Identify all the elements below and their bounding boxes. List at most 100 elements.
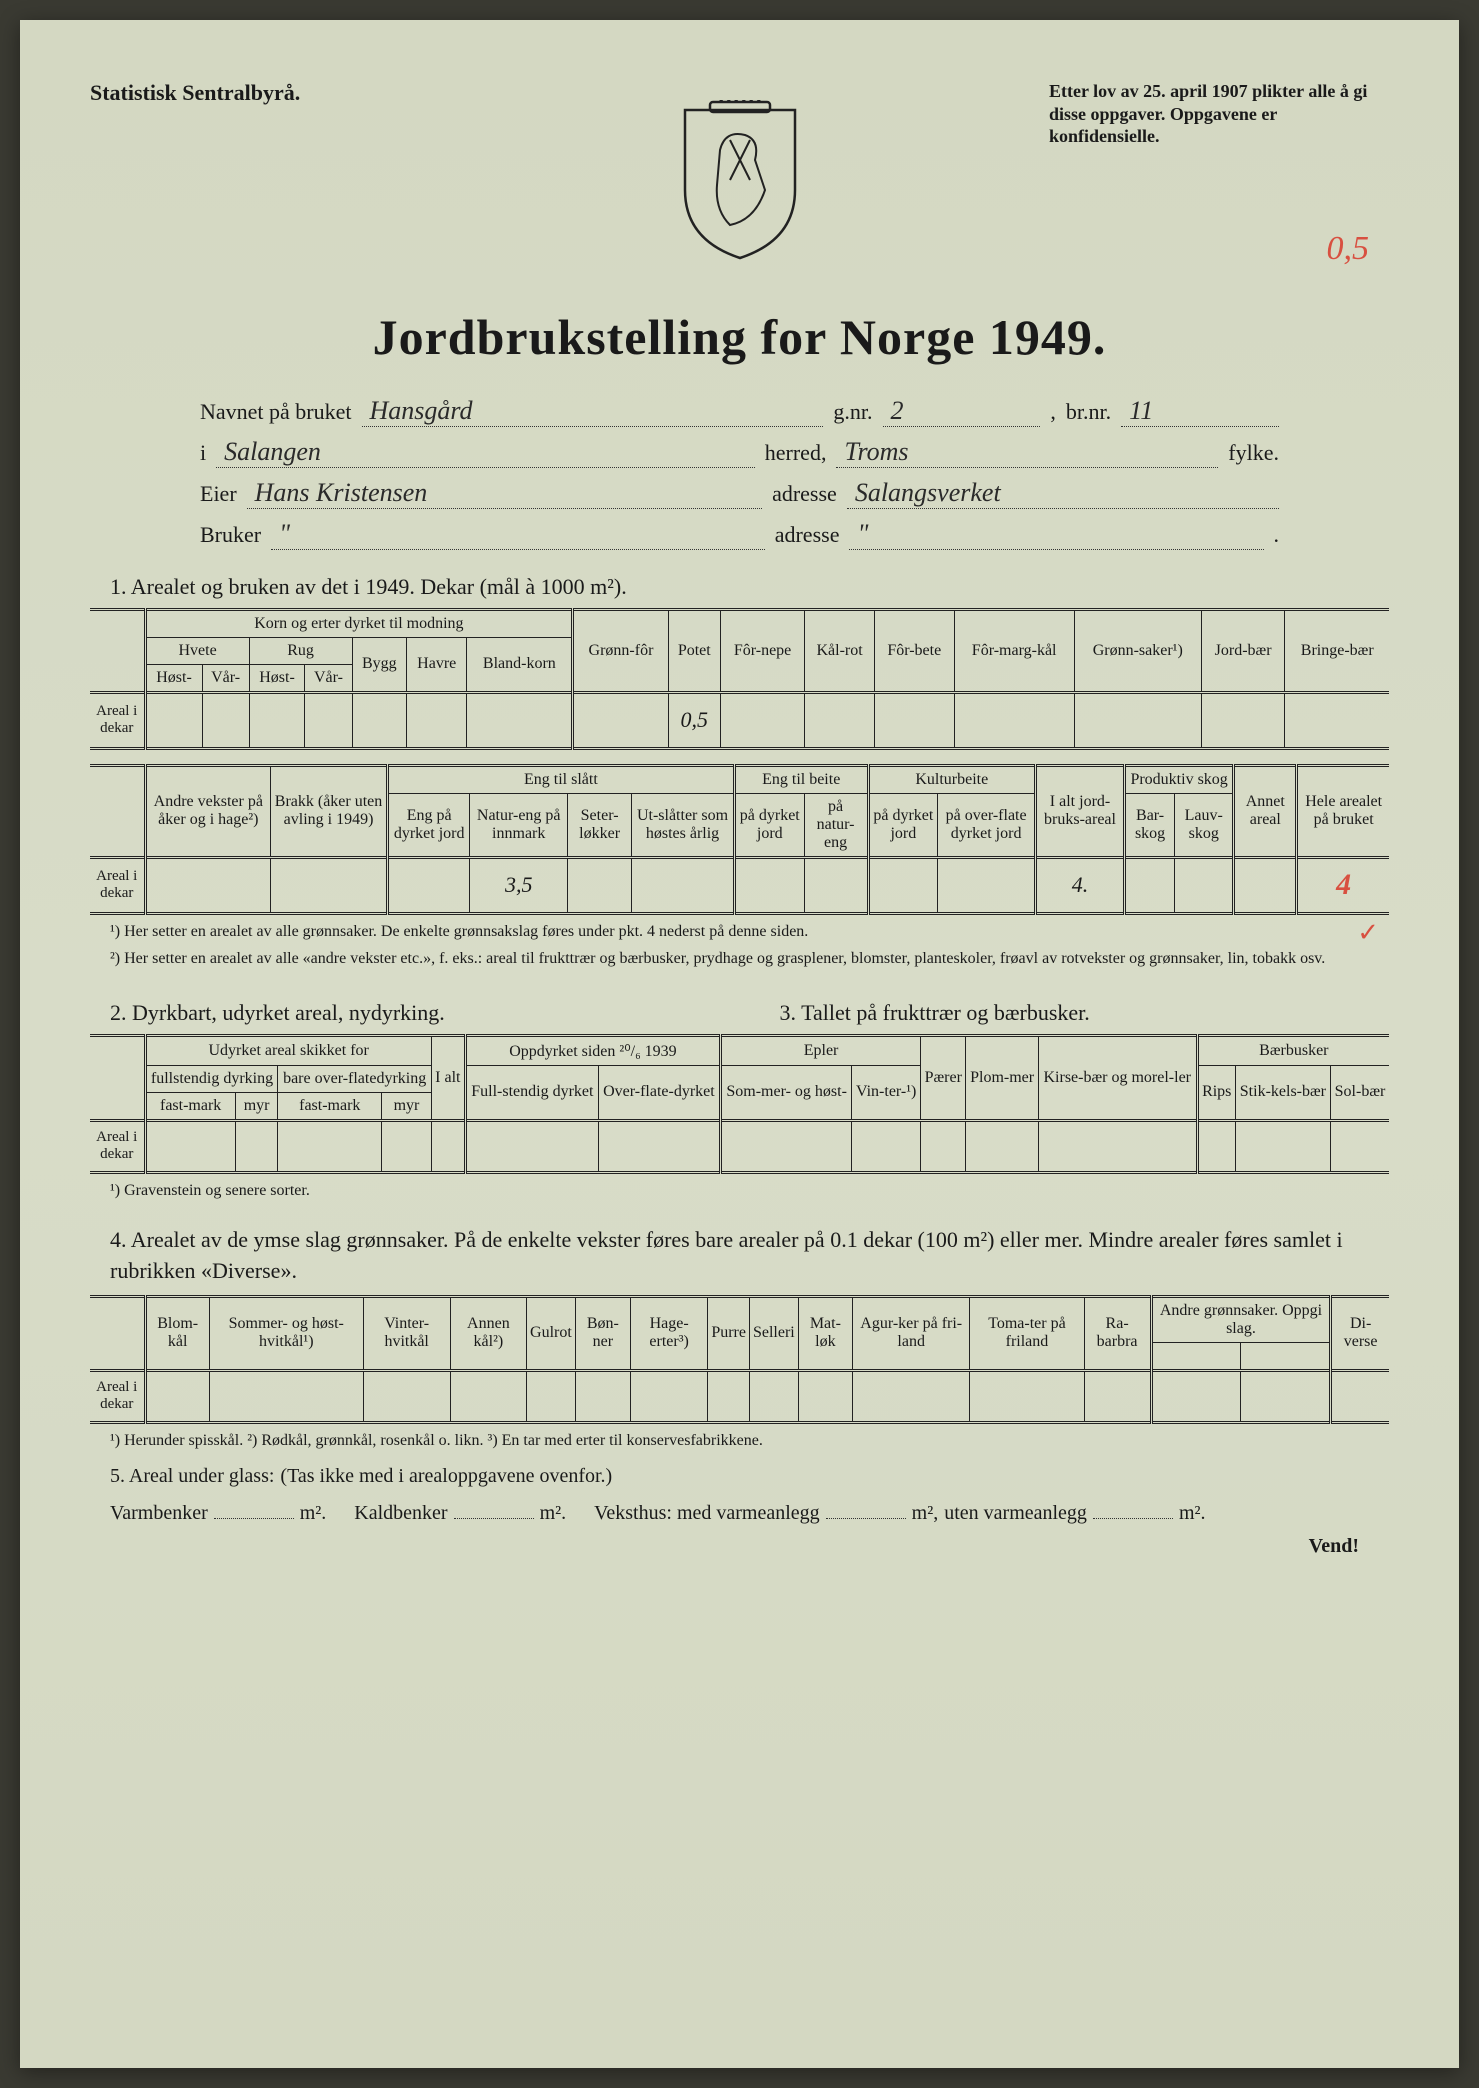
blank (90, 609, 145, 692)
field-user: Bruker " adresse " . (200, 519, 1279, 550)
th: Eng til beite (734, 765, 868, 793)
value: " (271, 519, 765, 550)
th: Fôr-nepe (720, 609, 804, 692)
th: Bar-skog (1124, 793, 1174, 857)
field-municipality: i Salangen herred, Troms fylke. (200, 437, 1279, 468)
red-annotation: 0,5 (1327, 230, 1370, 268)
th: fast-mark (145, 1092, 235, 1120)
value: " (849, 519, 1263, 550)
table1-crops: Korn og erter dyrket til modning Grønn-f… (90, 608, 1389, 750)
cell (387, 857, 469, 913)
th: Havre (407, 637, 467, 692)
cell (1175, 857, 1234, 913)
th: bare over-flatedyrking (278, 1065, 431, 1092)
th: på dyrket jord (868, 793, 938, 857)
cell (305, 692, 352, 748)
th: Annen kål²) (450, 1296, 526, 1370)
th: Kulturbeite (868, 765, 1036, 793)
cell (598, 1120, 720, 1172)
cell (1124, 857, 1174, 913)
th: Blom-kål (145, 1296, 209, 1370)
cell (1197, 1120, 1235, 1172)
cell (1330, 1120, 1389, 1172)
th: Rips (1197, 1065, 1235, 1120)
label: Kaldbenker (354, 1502, 447, 1525)
th: Selleri (749, 1296, 798, 1370)
cell (921, 1120, 966, 1172)
th: Hvete (145, 637, 249, 664)
table-section4: Blom-kål Sommer- og høst-hvitkål¹) Vinte… (90, 1295, 1389, 1424)
legal-notice: Etter lov av 25. april 1907 plikter alle… (1049, 80, 1389, 148)
red-checkmark: ✓ (1357, 918, 1379, 948)
cell-ialt: 4. (1036, 857, 1125, 913)
cell (407, 692, 467, 748)
blank (90, 1296, 145, 1370)
cell (465, 1120, 598, 1172)
section3-title: 3. Tallet på frukttrær og bærbusker. (780, 1000, 1390, 1026)
label: uten varmeanlegg (944, 1502, 1087, 1525)
th: Kål-rot (805, 609, 875, 692)
census-form-page: Statistisk Sentralbyrå. Etter lov av 25.… (20, 20, 1459, 2068)
th: Full-stendig dyrket (465, 1065, 598, 1120)
label: adresse (775, 522, 840, 548)
table-section2-3: Udyrket areal skikket for I alt Oppdyrke… (90, 1034, 1389, 1174)
cell (1241, 1370, 1331, 1422)
th: Oppdyrket siden ²⁰/₆ 1939 (465, 1035, 720, 1065)
unit: m². (540, 1502, 567, 1525)
cell (363, 1370, 450, 1422)
cell (467, 692, 573, 748)
cell (249, 692, 305, 748)
th: I alt jord-bruks-areal (1036, 765, 1125, 857)
cell (874, 692, 954, 748)
value: Troms (836, 437, 1218, 468)
th: fullstendig dyrking (145, 1065, 278, 1092)
th: Som-mer- og høst- (721, 1065, 852, 1120)
unit: m². (1179, 1502, 1206, 1525)
th: I alt (431, 1035, 465, 1120)
cell (568, 857, 632, 913)
cell (804, 857, 868, 913)
field-farm-name: Navnet på bruket Hansgård g.nr. 2 , br.n… (200, 396, 1279, 427)
cell (632, 857, 735, 913)
value: Salangen (216, 437, 755, 468)
cell (573, 692, 668, 748)
th: Ut-slåtter som høstes årlig (632, 793, 735, 857)
th: Gulrot (527, 1296, 576, 1370)
th: Purre (708, 1296, 750, 1370)
label: i (200, 440, 206, 466)
label: (Tas ikke med i arealoppgavene ovenfor.) (280, 1465, 612, 1488)
unit: m². (300, 1502, 327, 1525)
cell (1201, 692, 1285, 748)
th: Vin-ter-¹) (852, 1065, 921, 1120)
cell (1151, 1342, 1241, 1370)
th: Bøn-ner (575, 1296, 630, 1370)
label: Navnet på bruket (200, 399, 352, 425)
agency-name: Statistisk Sentralbyrå. (90, 80, 300, 106)
cell (853, 1370, 970, 1422)
th: Mat-løk (798, 1296, 852, 1370)
cell (734, 857, 804, 913)
th: Rug (249, 637, 352, 664)
th: Agur-ker på fri-land (853, 1296, 970, 1370)
cell (749, 1370, 798, 1422)
th: Plom-mer (966, 1035, 1039, 1120)
cell (1241, 1342, 1331, 1370)
section5-title: 5. Areal under glass: (Tas ikke med i ar… (110, 1465, 1369, 1488)
th: Sommer- og høst-hvitkål¹) (209, 1296, 363, 1370)
cell (527, 1370, 576, 1422)
th: Bygg (352, 637, 407, 692)
cell (145, 857, 271, 913)
cell (954, 692, 1074, 748)
cell (145, 1120, 235, 1172)
th: Bringe-bær (1285, 609, 1389, 692)
th: Udyrket areal skikket for (145, 1035, 431, 1065)
cell (1285, 692, 1389, 748)
th: Ra-barbra (1084, 1296, 1151, 1370)
th: Over-flate-dyrket (598, 1065, 720, 1120)
cell (721, 1120, 852, 1172)
th: Eng på dyrket jord (387, 793, 469, 857)
table2-land-use: Andre vekster på åker og i hage²) Brakk … (90, 764, 1389, 915)
th: Seter-løkker (568, 793, 632, 857)
fill (1093, 1518, 1173, 1519)
cell (278, 1120, 382, 1172)
